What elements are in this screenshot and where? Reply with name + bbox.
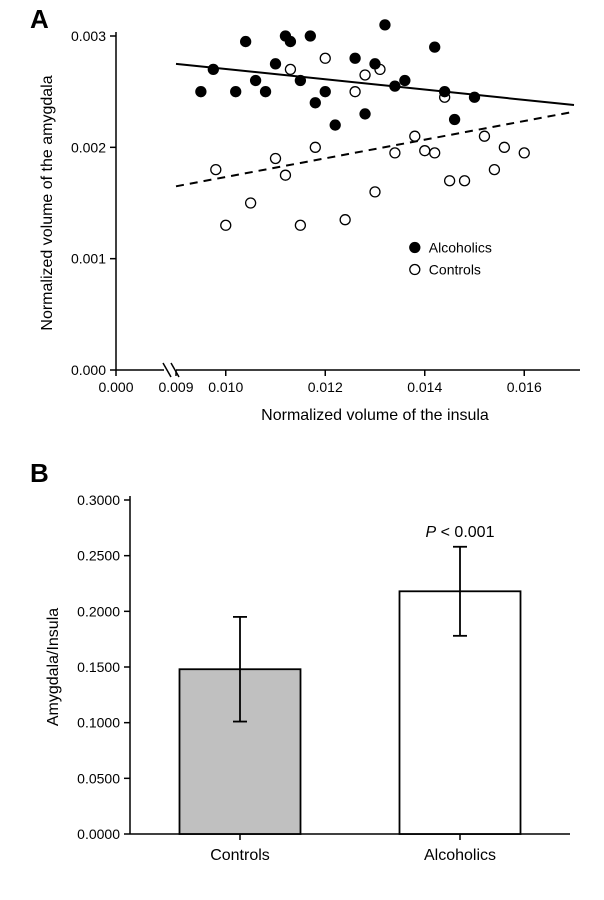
point-controls [350,87,360,97]
point-controls [211,165,221,175]
point-alcoholics [285,37,295,47]
svg-text:0.001: 0.001 [71,251,106,267]
point-alcoholics [380,20,390,30]
point-alcoholics [440,87,450,97]
bar-panel: 0.0000 0.0500 0.1000 0.1500 0.2000 0.2500 0.30… [30,460,590,890]
point-alcoholics [370,59,380,69]
svg-text:0.012: 0.012 [308,379,343,395]
point-controls [285,64,295,74]
point-alcoholics [330,120,340,130]
svg-text:0.1500: 0.1500 [77,659,120,675]
point-controls [460,176,470,186]
point-controls [280,170,290,180]
point-controls [221,220,231,230]
xlabel-alcoholics: Alcoholics [424,847,496,864]
svg-text:0.010: 0.010 [208,379,243,395]
point-alcoholics [400,76,410,86]
point-alcoholics [390,81,400,91]
point-alcoholics [231,87,241,97]
point-alcoholics [360,109,370,119]
point-alcoholics [450,115,460,125]
point-controls [360,70,370,80]
point-alcoholics [430,42,440,52]
figure: A 0.0000.0010.0020.003Normalized volume … [0,0,604,900]
svg-text:0.000: 0.000 [71,362,106,378]
point-controls [519,148,529,158]
point-alcoholics [310,98,320,108]
point-alcoholics [208,64,218,74]
legend-marker-controls [410,265,420,275]
svg-text:Amygdala/Insula: Amygdala/Insula [45,608,62,726]
point-alcoholics [251,76,261,86]
point-alcoholics [196,87,206,97]
point-controls [410,131,420,141]
point-controls [489,165,499,175]
point-controls [420,146,430,156]
point-controls [271,153,281,163]
point-alcoholics [261,87,271,97]
point-controls [320,53,330,63]
point-controls [340,215,350,225]
legend-label-controls: Controls [429,262,481,278]
svg-text:0.009: 0.009 [158,379,193,395]
pvalue-annotation: P < 0.001 [426,524,495,541]
point-alcoholics [470,92,480,102]
svg-text:0.1000: 0.1000 [77,715,120,731]
svg-text:Normalized volume of the amygd: Normalized volume of the amygdala [39,75,56,330]
point-controls [499,142,509,152]
point-alcoholics [271,59,281,69]
point-alcoholics [241,37,251,47]
point-controls [295,220,305,230]
xlabel-controls: Controls [210,847,270,864]
point-controls [370,187,380,197]
point-controls [246,198,256,208]
svg-text:0.002: 0.002 [71,139,106,155]
fitline-controls [176,112,574,187]
svg-text:0.000: 0.000 [98,379,133,395]
svg-text:0.014: 0.014 [407,379,442,395]
svg-text:0.3000: 0.3000 [77,492,120,508]
point-alcoholics [320,87,330,97]
point-controls [390,148,400,158]
svg-text:Normalized volume of the insul: Normalized volume of the insula [261,407,489,424]
svg-text:0.003: 0.003 [71,28,106,44]
legend-label-alcoholics: Alcoholics [429,240,492,256]
svg-text:0.2500: 0.2500 [77,548,120,564]
legend-marker-alcoholics [410,243,420,253]
point-alcoholics [295,76,305,86]
svg-text:0.0500: 0.0500 [77,770,120,786]
point-controls [430,148,440,158]
point-controls [479,131,489,141]
svg-text:0.2000: 0.2000 [77,603,120,619]
point-alcoholics [350,53,360,63]
point-controls [310,142,320,152]
scatter-panel: 0.000 0.001 0.002 0.003 Normalized volume of… [30,10,590,440]
svg-text:0.016: 0.016 [507,379,542,395]
point-controls [445,176,455,186]
svg-text:0.0000: 0.0000 [77,826,120,842]
point-alcoholics [305,31,315,41]
